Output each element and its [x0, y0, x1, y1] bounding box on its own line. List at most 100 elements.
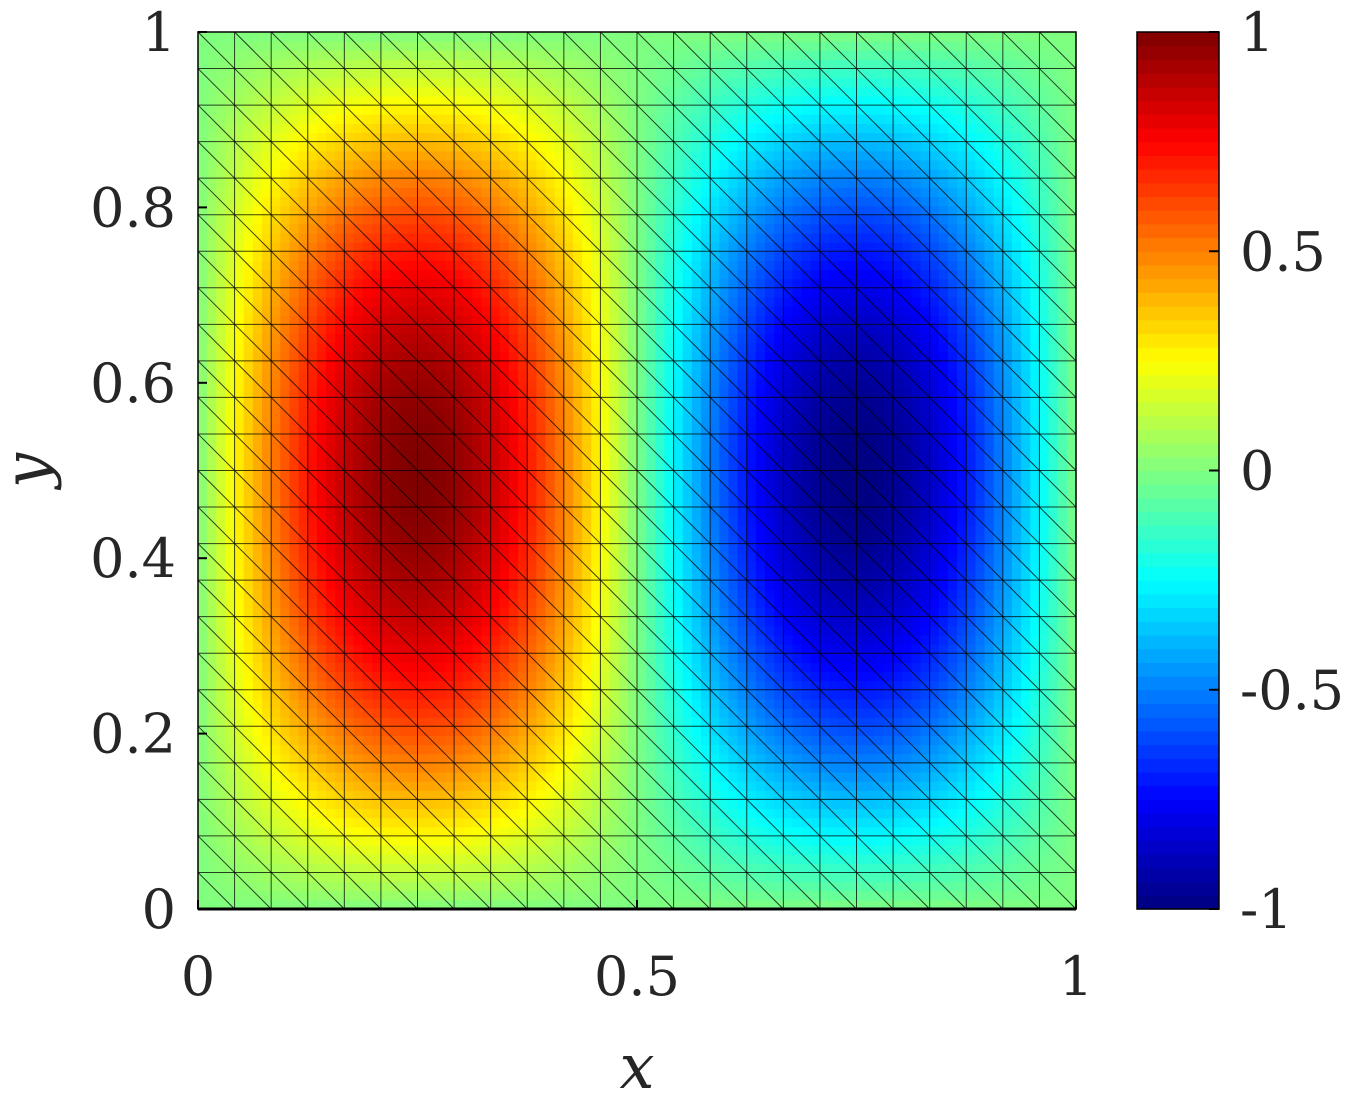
field-cell: [454, 406, 464, 417]
field-cell: [536, 488, 547, 499]
field-cell: [408, 379, 419, 389]
field-cell: [618, 616, 629, 627]
field-cell: [454, 854, 464, 864]
field-cell: [289, 296, 300, 307]
field-cell: [353, 159, 364, 170]
field-cell: [518, 525, 528, 536]
field-cell: [344, 625, 355, 636]
field-cell: [637, 169, 647, 179]
field-cell: [289, 41, 300, 51]
field-cell: [234, 95, 245, 106]
field-cell: [444, 580, 455, 590]
field-cell: [271, 607, 281, 618]
field-cell: [481, 698, 492, 709]
field-cell: [600, 589, 611, 599]
field-cell: [307, 86, 318, 97]
field-cell: [609, 306, 620, 316]
field-cell: [664, 598, 675, 609]
field-cell: [289, 324, 300, 335]
field-cell: [572, 799, 583, 810]
field-cell: [627, 415, 638, 426]
field-cell: [563, 771, 574, 782]
field-cell: [335, 634, 345, 645]
field-cell: [399, 41, 409, 51]
field-cell: [353, 242, 364, 252]
field-cell: [600, 123, 611, 134]
field-cell: [563, 77, 574, 88]
field-cell: [289, 479, 300, 490]
field-cell: [664, 141, 675, 152]
field-cell: [408, 516, 419, 526]
field-cell: [234, 488, 245, 499]
field-cell: [390, 781, 400, 791]
field-cell: [627, 443, 638, 453]
field-cell: [627, 306, 638, 316]
field-cell: [563, 424, 574, 435]
field-cell: [499, 644, 510, 654]
field-cell: [271, 863, 281, 874]
field-cell: [554, 598, 565, 609]
field-cell: [435, 105, 446, 115]
field-cell: [582, 881, 592, 892]
field-cell: [582, 315, 592, 325]
field-cell: [362, 287, 373, 298]
field-cell: [536, 196, 547, 207]
field-cell: [646, 123, 656, 134]
field-cell: [481, 196, 492, 207]
field-cell: [216, 497, 227, 508]
field-cell: [380, 589, 391, 599]
field-cell: [545, 644, 556, 654]
field-cell: [271, 351, 281, 362]
field-cell: [243, 744, 254, 755]
field-cell: [417, 561, 428, 572]
field-cell: [408, 415, 419, 426]
field-cell: [271, 296, 281, 307]
field-cell: [472, 470, 483, 481]
field-cell: [271, 415, 281, 426]
field-cell: [307, 41, 318, 51]
field-cell: [637, 525, 647, 536]
field-cell: [536, 452, 547, 462]
field-cell: [618, 223, 629, 234]
field-cell: [554, 580, 565, 590]
field-cell: [371, 415, 382, 426]
field-cell: [243, 470, 254, 481]
field-cell: [399, 735, 409, 746]
field-cell: [637, 552, 647, 563]
field-cell: [627, 817, 638, 828]
field-cell: [326, 360, 336, 371]
field-cell: [198, 781, 208, 791]
field-cell: [435, 324, 446, 335]
field-cell: [646, 242, 656, 252]
field-cell: [572, 890, 583, 901]
field-cell: [582, 59, 592, 70]
field-cell: [353, 762, 364, 773]
field-cell: [408, 653, 419, 663]
field-cell: [353, 644, 364, 654]
field-cell: [289, 799, 300, 810]
field-cell: [399, 662, 409, 673]
field-cell: [298, 324, 309, 335]
field-cell: [271, 561, 281, 572]
field-cell: [380, 415, 391, 426]
field-cell: [454, 598, 464, 609]
field-cell: [262, 817, 272, 828]
field-cell: [536, 854, 547, 864]
field-cell: [481, 32, 492, 42]
field-cell: [527, 863, 537, 874]
field-cell: [207, 214, 217, 225]
field-cell: [508, 360, 519, 371]
field-cell: [271, 333, 281, 344]
field-cell: [508, 150, 519, 161]
field-cell: [490, 169, 501, 179]
field-cell: [207, 799, 217, 810]
field-cell: [198, 406, 208, 417]
field-cell: [444, 214, 455, 225]
field-cell: [536, 433, 547, 444]
field-cell: [655, 251, 666, 261]
field-cell: [655, 589, 666, 599]
field-cell: [518, 342, 528, 353]
field-cell: [316, 525, 327, 536]
field-cell: [655, 141, 666, 152]
field-cell: [655, 260, 666, 271]
